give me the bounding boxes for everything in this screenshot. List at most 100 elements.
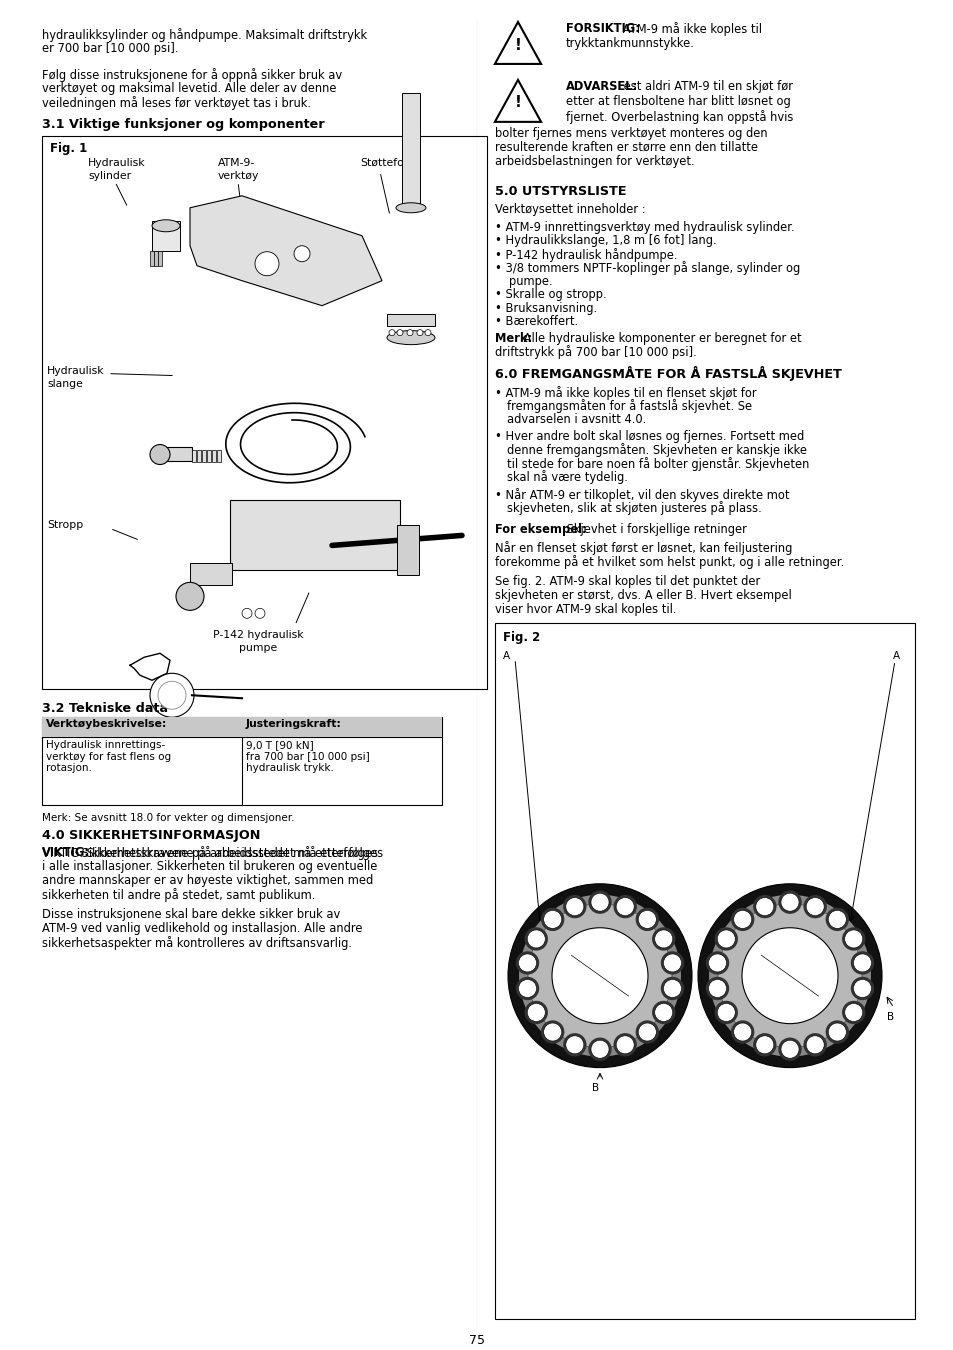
Text: • ATM-9 må ikke koples til en flenset skjøt for: • ATM-9 må ikke koples til en flenset sk… [495,386,756,400]
Text: skjevheten, slik at skjøten justeres på plass.: skjevheten, slik at skjøten justeres på … [506,501,760,516]
Circle shape [778,1038,801,1061]
Bar [216,450,221,462]
Circle shape [158,682,186,709]
Circle shape [698,884,882,1068]
Circle shape [635,1021,659,1044]
Text: Fig. 2: Fig. 2 [502,630,539,644]
Text: Se fig. 2. ATM-9 skal koples til det punktet der: Se fig. 2. ATM-9 skal koples til det pun… [495,575,760,587]
Text: 5.0 UTSTYRSLISTE: 5.0 UTSTYRSLISTE [495,185,626,198]
Text: ATM-9-: ATM-9- [218,158,255,167]
Text: bolter fjernes mens verktøyet monteres og den: bolter fjernes mens verktøyet monteres o… [495,127,767,140]
Text: i alle installasjoner. Sikkerheten til brukeren og eventuelle: i alle installasjoner. Sikkerheten til b… [42,860,377,873]
Text: sylinder: sylinder [88,171,131,181]
Text: sikkerhetsaspekter må kontrolleres av driftsansvarlig.: sikkerhetsaspekter må kontrolleres av dr… [42,936,352,950]
Text: pumpe: pumpe [238,644,276,653]
Text: Verktøybeskrivelse:: Verktøybeskrivelse: [46,720,167,729]
Circle shape [660,977,683,1000]
Text: ATM-9 må ikke koples til: ATM-9 må ikke koples til [618,22,761,36]
Circle shape [824,907,848,931]
Circle shape [660,952,683,975]
Circle shape [565,1035,583,1054]
Text: skal nå være tydelig.: skal nå være tydelig. [506,471,627,485]
Circle shape [516,952,538,975]
Circle shape [527,903,671,1048]
Text: driftstrykk på 700 bar [10 000 psi].: driftstrykk på 700 bar [10 000 psi]. [495,346,696,359]
Text: • P-142 hydraulisk håndpumpe.: • P-142 hydraulisk håndpumpe. [495,248,677,262]
Circle shape [708,980,726,998]
Circle shape [841,1000,864,1025]
Circle shape [850,977,873,1000]
Text: VIKTIG:: VIKTIG: [42,846,90,859]
Bar [196,450,201,462]
Bar [230,501,399,571]
Text: til stede for bare noen få bolter gjenstår. Skjevheten: til stede for bare noen få bolter gjenst… [506,458,808,471]
Circle shape [527,1003,545,1022]
Circle shape [708,954,726,972]
Bar [396,525,418,575]
Circle shape [635,907,659,931]
Circle shape [562,895,586,918]
Bar [212,450,215,462]
Text: denne fremgangsmåten. Skjevheten er kanskje ikke: denne fremgangsmåten. Skjevheten er kans… [506,444,806,458]
Text: skjevheten er størst, dvs. A eller B. Hvert eksempel: skjevheten er størst, dvs. A eller B. Hv… [495,589,791,602]
Circle shape [654,1003,672,1022]
Bar [158,251,162,266]
Text: verktøy: verktøy [218,171,259,181]
Circle shape [638,1023,656,1041]
Text: verktøyet og maksimal levetid. Alle deler av denne: verktøyet og maksimal levetid. Alle dele… [42,82,336,94]
Circle shape [424,329,431,336]
Text: er 700 bar [10 000 psi].: er 700 bar [10 000 psi]. [42,42,178,55]
Circle shape [730,1021,754,1044]
Text: sikkerheten til andre på stedet, samt publikum.: sikkerheten til andre på stedet, samt pu… [42,888,315,902]
Text: Disse instruksjonene skal bare dekke sikker bruk av: Disse instruksjonene skal bare dekke sik… [42,909,340,921]
Circle shape [254,609,265,618]
Ellipse shape [395,202,426,213]
Circle shape [396,329,402,336]
Text: A: A [892,651,900,660]
Text: A: A [502,651,510,660]
Text: • Skralle og stropp.: • Skralle og stropp. [495,288,606,301]
Text: ADVARSEL:: ADVARSEL: [565,80,638,93]
Circle shape [741,927,837,1023]
Text: FORSIKTIG:: FORSIKTIG: [565,22,639,35]
Circle shape [843,1003,862,1022]
Text: hydraulikksylinder og håndpumpe. Maksimalt driftstrykk: hydraulikksylinder og håndpumpe. Maksima… [42,28,367,42]
Text: andre mannskaper er av høyeste viktighet, sammen med: andre mannskaper er av høyeste viktighet… [42,873,373,887]
Circle shape [518,980,536,998]
Text: Merk:: Merk: [495,332,532,344]
Text: Skjevhet i forskjellige retninger: Skjevhet i forskjellige retninger [562,522,745,536]
Circle shape [651,1000,675,1025]
Circle shape [827,1023,845,1041]
Circle shape [714,1000,738,1025]
Text: resulterende kraften er større enn den tillatte: resulterende kraften er større enn den t… [495,140,758,154]
Ellipse shape [387,331,435,344]
Circle shape [705,952,728,975]
Text: ATM-9 ved vanlig vedlikehold og installasjon. Alle andre: ATM-9 ved vanlig vedlikehold og installa… [42,922,362,936]
Circle shape [714,927,738,950]
Circle shape [562,1033,586,1057]
Circle shape [588,1038,611,1061]
Circle shape [802,895,826,918]
Circle shape [613,1033,637,1057]
Circle shape [389,329,395,336]
Circle shape [527,930,545,948]
Circle shape [708,895,870,1057]
Circle shape [540,907,564,931]
Bar [387,313,435,325]
Circle shape [781,1041,799,1058]
Text: trykktankmunnstykke.: trykktankmunnstykke. [565,36,694,50]
Text: viser hvor ATM-9 skal koples til.: viser hvor ATM-9 skal koples til. [495,603,676,616]
Circle shape [718,903,862,1048]
Circle shape [518,954,536,972]
Circle shape [654,930,672,948]
Circle shape [407,329,413,336]
Circle shape [805,898,823,915]
Polygon shape [190,196,381,305]
Text: Støttefot: Støttefot [359,158,408,167]
Bar [42,717,242,737]
Text: For eksempel:: For eksempel: [495,522,586,536]
Text: fjernet. Overbelastning kan oppstå hvis: fjernet. Overbelastning kan oppstå hvis [565,109,793,124]
Text: • ATM-9 innrettingsverktøy med hydraulisk sylinder.: • ATM-9 innrettingsverktøy med hydraulis… [495,221,794,234]
Circle shape [616,1035,634,1054]
Text: forekomme på et hvilket som helst punkt, og i alle retninger.: forekomme på et hvilket som helst punkt,… [495,555,843,568]
